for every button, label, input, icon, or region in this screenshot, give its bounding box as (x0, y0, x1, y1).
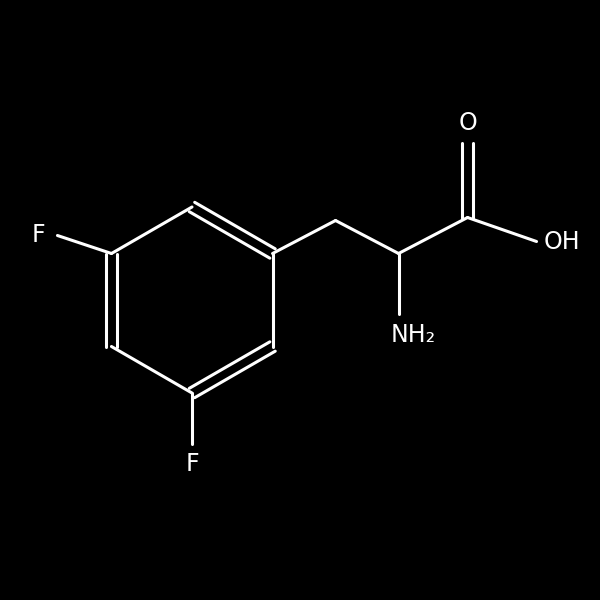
Text: F: F (185, 452, 199, 476)
Text: O: O (458, 112, 477, 135)
Text: F: F (31, 223, 45, 247)
Text: NH₂: NH₂ (391, 323, 436, 346)
Text: OH: OH (544, 230, 580, 254)
